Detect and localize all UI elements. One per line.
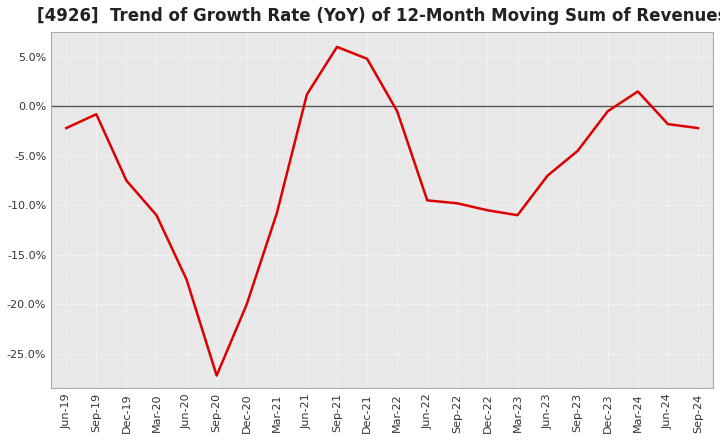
Title: [4926]  Trend of Growth Rate (YoY) of 12-Month Moving Sum of Revenues: [4926] Trend of Growth Rate (YoY) of 12-… (37, 7, 720, 25)
